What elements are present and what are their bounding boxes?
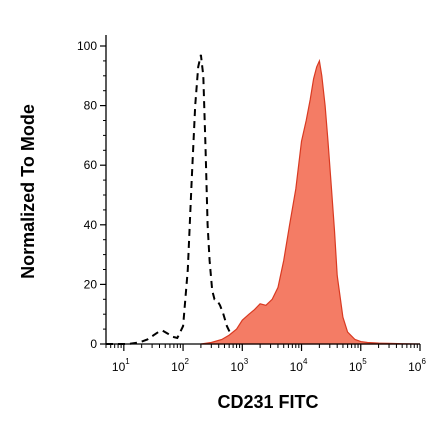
x-tick-exponent: 5 xyxy=(362,357,367,366)
x-axis-title: CD231 FITC xyxy=(217,392,318,412)
y-tick-label: 100 xyxy=(77,39,97,53)
data-layer xyxy=(106,54,421,345)
x-tick-exponent: 4 xyxy=(303,357,308,366)
x-tick-exponent: 1 xyxy=(125,357,130,366)
series-1-filled-histogram xyxy=(200,58,421,345)
y-tick-label: 60 xyxy=(84,158,98,172)
x-tick-label: 106 xyxy=(408,357,426,374)
x-tick-label: 104 xyxy=(290,357,308,374)
x-tick-label: 101 xyxy=(112,357,130,374)
x-ticks: 101 102 103 104 105 106 xyxy=(105,344,426,374)
x-tick-exponent: 6 xyxy=(421,357,426,366)
y-tick-label: 40 xyxy=(84,218,98,232)
x-tick-label: 102 xyxy=(171,357,189,374)
x-tick-label: 103 xyxy=(230,357,248,374)
y-tick-label: 80 xyxy=(84,99,98,113)
series-0-dashed-histogram xyxy=(106,54,243,345)
y-tick-label: 0 xyxy=(90,337,97,351)
x-tick-exponent: 3 xyxy=(244,357,249,366)
y-ticks: 0 20 40 60 80 100 xyxy=(77,39,106,351)
x-tick-exponent: 2 xyxy=(185,357,190,366)
y-tick-label: 20 xyxy=(84,277,98,291)
x-tick-label: 105 xyxy=(349,357,367,374)
y-axis-title: Normalized To Mode xyxy=(18,104,38,279)
